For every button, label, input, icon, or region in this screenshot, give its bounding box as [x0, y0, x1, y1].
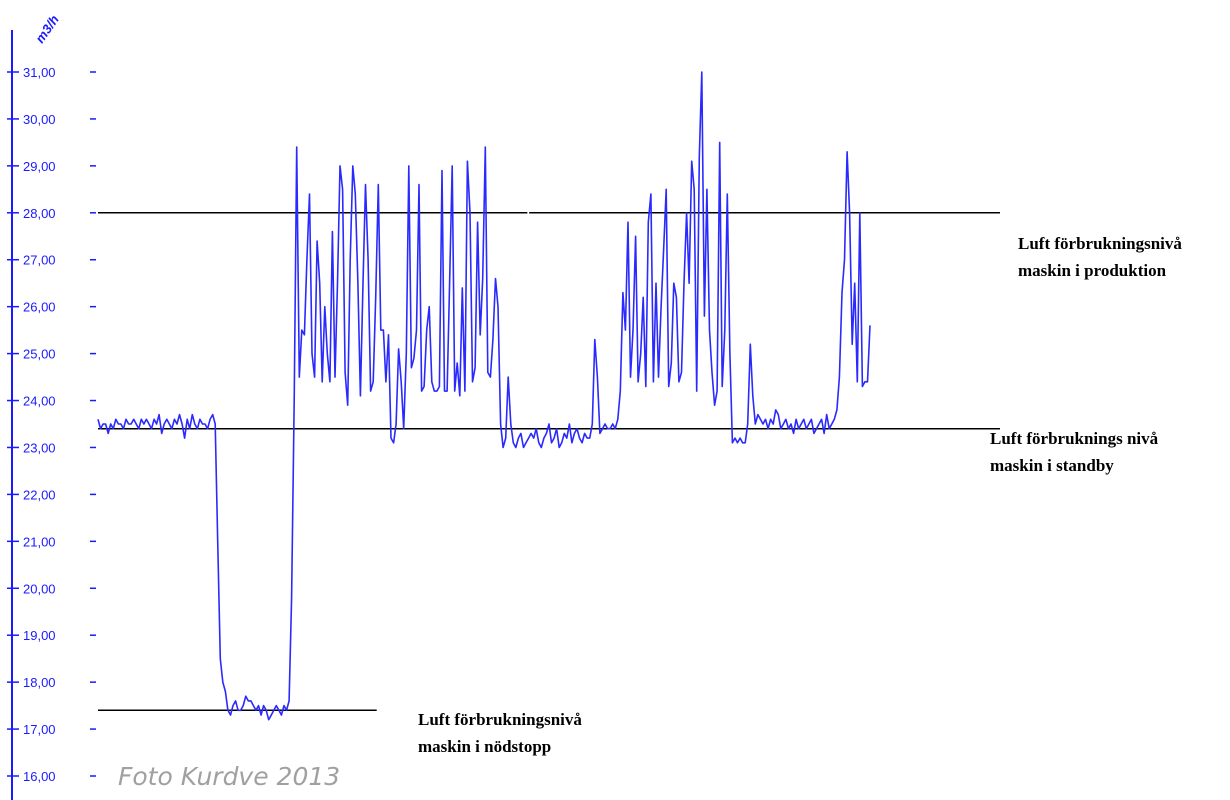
annotation-production-line2: maskin i produktion	[1018, 261, 1167, 280]
annotation-production: Luft förbrukningsnivå maskin i produktio…	[1018, 230, 1182, 284]
y-tick-label: 29,00	[23, 159, 56, 174]
y-tick-label: 18,00	[23, 675, 56, 690]
y-tick-label: 28,00	[23, 206, 56, 221]
y-tick-label: 20,00	[23, 581, 56, 596]
y-tick-label: 23,00	[23, 440, 56, 455]
annotation-standby-line1: Luft förbruknings nivå	[990, 429, 1159, 448]
annotation-nodstopp-line1: Luft förbrukningsnivå	[418, 710, 582, 729]
annotation-production-line1: Luft förbrukningsnivå	[1018, 234, 1182, 253]
y-tick-label: 31,00	[23, 65, 56, 80]
y-tick-label: 26,00	[23, 300, 56, 315]
y-tick-label: 17,00	[23, 722, 56, 737]
y-tick-label: 27,00	[23, 253, 56, 268]
annotation-standby-line2: maskin i standby	[990, 456, 1114, 475]
y-axis: 31,00 30,00 29,00 28,00 27,00 26,00 25,00 24,00…	[7, 30, 96, 800]
y-tick-label: 22,00	[23, 487, 56, 502]
y-axis-unit-label: m3/h	[32, 12, 62, 46]
y-tick-label: 16,00	[23, 769, 56, 784]
reference-lines	[98, 212, 1000, 712]
photo-credit: Foto Kurdve 2013	[118, 762, 341, 791]
annotation-nodstopp: Luft förbrukningsnivå maskin i nödstopp	[418, 706, 582, 760]
y-tick-label: 19,00	[23, 628, 56, 643]
y-tick-label: 25,00	[23, 347, 56, 362]
series-layer	[97, 71, 871, 721]
y-tick-label: 24,00	[23, 394, 56, 409]
annotation-nodstopp-line2: maskin i nödstopp	[418, 737, 552, 756]
series-line	[97, 71, 871, 721]
y-tick-label: 21,00	[23, 534, 56, 549]
annotation-standby: Luft förbruknings nivå maskin i standby	[990, 425, 1158, 479]
y-tick-label: 30,00	[23, 112, 56, 127]
